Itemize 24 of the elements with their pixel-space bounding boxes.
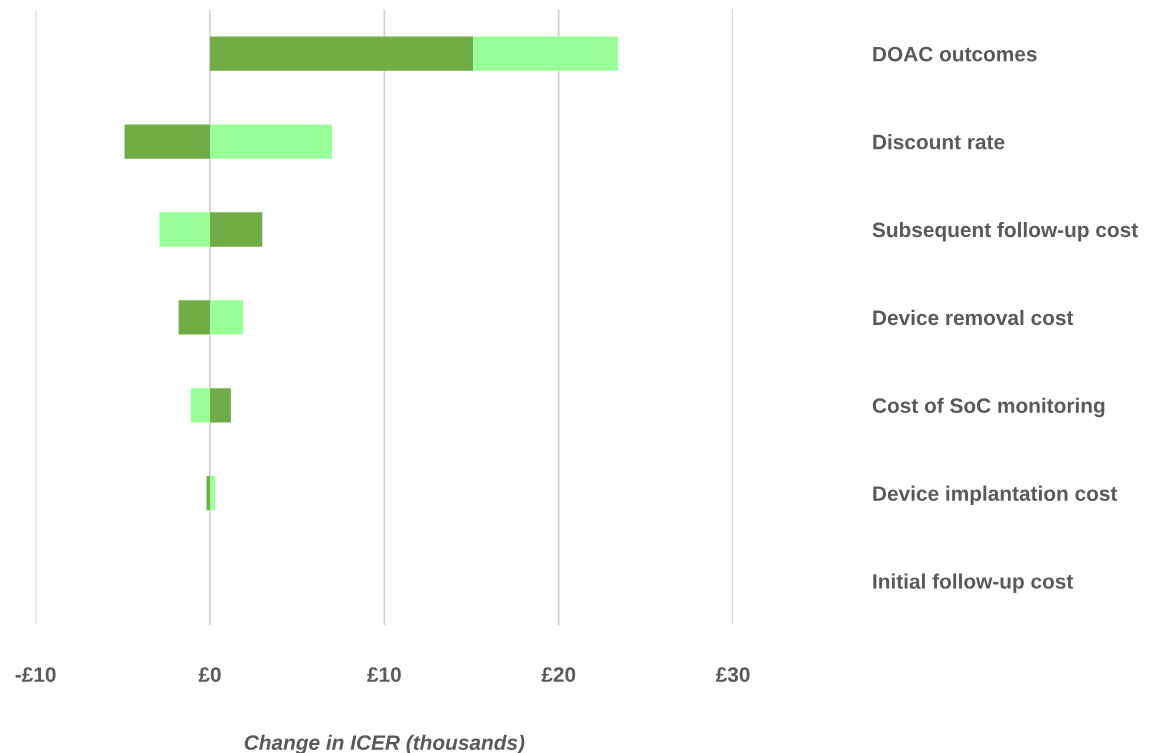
bar bbox=[209, 300, 244, 335]
bar bbox=[209, 36, 474, 71]
x-tick-label: -£10 bbox=[15, 667, 56, 682]
bar bbox=[209, 388, 231, 423]
y-tick-label: Device removal cost bbox=[873, 309, 1074, 326]
x-tick-label: £30 bbox=[715, 667, 750, 682]
bar bbox=[124, 124, 210, 159]
bar bbox=[190, 388, 210, 423]
bar bbox=[206, 476, 210, 511]
y-tick-label: Subsequent follow-up cost bbox=[872, 221, 1138, 242]
bar bbox=[178, 300, 210, 335]
bar bbox=[209, 476, 216, 511]
bar bbox=[209, 124, 333, 159]
y-tick-label: Cost of SoC monitoring bbox=[872, 397, 1105, 418]
y-tick-label: Initial follow-up cost bbox=[873, 573, 1074, 593]
x-tick-label: £0 bbox=[198, 667, 221, 682]
bar bbox=[159, 212, 210, 247]
x-tick-label: £20 bbox=[541, 667, 576, 682]
bar bbox=[473, 36, 618, 71]
y-tick-label: DOAC outcomes bbox=[873, 46, 1037, 62]
y-tick-label: Discount rate bbox=[873, 134, 1005, 150]
y-tick-label: Device implantation cost bbox=[873, 485, 1118, 506]
bar bbox=[209, 212, 263, 247]
x-tick-label: £10 bbox=[367, 667, 401, 682]
